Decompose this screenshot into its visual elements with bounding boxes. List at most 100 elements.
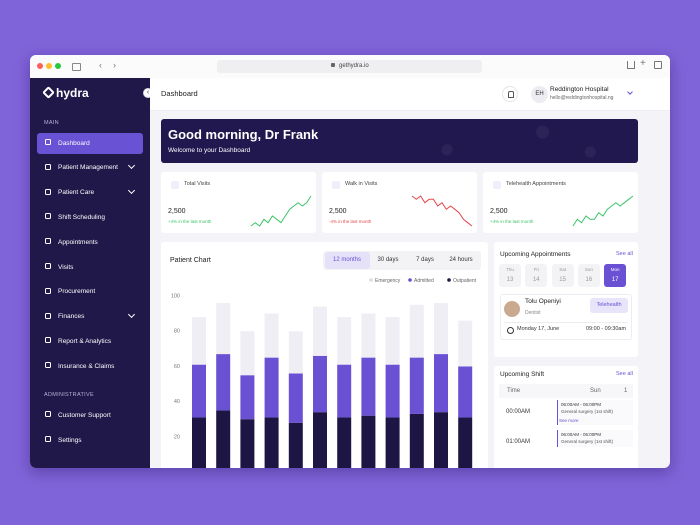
column-header: Time xyxy=(507,388,521,394)
nav-item[interactable]: Settings xyxy=(37,430,143,451)
sparkline xyxy=(411,195,473,227)
nav-label: Visits xyxy=(58,263,74,271)
nav-item[interactable]: Insurance & Claims xyxy=(37,356,143,377)
stat-card xyxy=(322,172,477,233)
new-tab-button[interactable]: + xyxy=(640,58,646,69)
shift-table-header xyxy=(499,384,633,398)
bar-segment xyxy=(385,364,400,418)
nav-item[interactable]: Patient Management xyxy=(37,157,143,178)
notification-button[interactable] xyxy=(502,86,518,102)
shift-block[interactable] xyxy=(557,400,633,425)
browser-window: ‹ › gethydra.io + hydra ‹ MAIN ADMINISTR… xyxy=(30,55,670,468)
divider xyxy=(504,322,628,323)
see-all-link[interactable]: See all xyxy=(616,371,633,377)
y-tick-label: 40 xyxy=(174,399,180,405)
nav-icon xyxy=(45,263,51,269)
stat-change: -4% in the last month xyxy=(329,219,372,224)
hospital-name: Reddington Hospital xyxy=(550,86,609,93)
patient-specialty: Dentist xyxy=(525,310,541,316)
time-range-tab[interactable]: 30 days xyxy=(377,257,399,263)
column-header: Sun xyxy=(590,388,601,394)
bar-segment xyxy=(458,320,473,367)
stat-title: Telehealth Appointments xyxy=(506,181,566,187)
welcome-banner xyxy=(161,119,638,163)
nav-icon xyxy=(45,312,51,319)
nav-icon xyxy=(45,287,51,294)
time-range-tab[interactable]: 24 hours xyxy=(449,257,473,263)
nav-item[interactable]: Shift Scheduling xyxy=(37,207,143,228)
nav-icon xyxy=(45,238,51,245)
maximize-button[interactable] xyxy=(55,63,61,69)
nav-label: Shift Scheduling xyxy=(58,213,105,221)
stat-change: +4% in the last month xyxy=(490,219,534,224)
day-chip[interactable]: Mon 17 xyxy=(604,264,627,287)
bar-segment xyxy=(288,422,303,468)
day-chip[interactable]: Sat 15 xyxy=(551,264,574,287)
active-tab xyxy=(325,252,370,269)
shift-desc: General surgery (1st shift) xyxy=(561,439,614,444)
see-more-link[interactable]: See more xyxy=(559,418,579,423)
time-range-tab[interactable]: 12 months xyxy=(332,257,362,263)
day-name: Thu xyxy=(506,267,514,272)
patient-avatar xyxy=(504,301,520,317)
tabs-button[interactable] xyxy=(654,61,662,69)
nav-icon xyxy=(45,139,51,145)
shift-slot: 06:00AM - 05:00PM xyxy=(561,432,602,437)
minimize-button[interactable] xyxy=(46,63,52,69)
nav-item[interactable]: Procurement xyxy=(37,281,143,302)
stat-value: 2,500 xyxy=(168,208,186,215)
bar-segment xyxy=(458,417,473,468)
bar-segment xyxy=(313,355,327,413)
appointment-card[interactable] xyxy=(500,294,632,340)
bar-segment xyxy=(288,373,303,423)
bar-segment xyxy=(192,317,206,365)
nav-item[interactable]: Customer Support xyxy=(37,405,143,426)
see-all-link[interactable]: See all xyxy=(616,251,633,257)
nav-item[interactable]: Appointments xyxy=(37,232,143,253)
stat-change: +4% in the last month xyxy=(168,219,212,224)
nav-icon xyxy=(45,362,51,369)
day-chip[interactable]: Fri 14 xyxy=(525,264,548,287)
legend-label: Emergency xyxy=(375,278,401,284)
stat-title: Walk in Visits xyxy=(345,181,378,187)
day-chip[interactable]: Thu 13 xyxy=(499,264,521,287)
bar-segment xyxy=(264,417,279,468)
nav-icon xyxy=(45,188,51,195)
sparkline xyxy=(250,195,312,227)
graphics: 20 40 60 80 100 Emergency Admitted Outpatient xyxy=(171,195,634,468)
nav-label: Insurance & Claims xyxy=(58,362,115,370)
sidebar-toggle[interactable] xyxy=(72,63,81,71)
back-button[interactable]: ‹ xyxy=(99,60,102,70)
page-title: Dashboard xyxy=(161,89,198,98)
nav-item[interactable]: Visits xyxy=(37,257,143,278)
day-chip[interactable]: Sun 16 xyxy=(577,264,600,287)
nav-item[interactable]: Patient Care xyxy=(37,182,143,203)
time-range-tab[interactable]: 7 days xyxy=(416,257,434,263)
nav-item[interactable]: Dashboard xyxy=(37,132,143,154)
patient-name: Tolu Openiyi xyxy=(525,298,561,305)
bar-segment xyxy=(434,354,448,413)
bar-segment xyxy=(192,417,206,468)
shift-block[interactable] xyxy=(557,430,633,447)
clock-icon xyxy=(507,327,514,334)
bar-segment xyxy=(313,412,327,468)
close-button[interactable] xyxy=(37,63,43,69)
stat-card xyxy=(161,172,316,233)
day-name: Mon xyxy=(610,267,620,272)
sparkline xyxy=(572,195,634,227)
stat-value: 2,500 xyxy=(329,208,347,215)
nav-item[interactable]: Report & Analytics xyxy=(37,331,143,352)
url-bar[interactable] xyxy=(217,60,482,73)
bar-segment xyxy=(313,306,327,356)
section-label: ADMINISTRATIVE xyxy=(44,392,94,398)
day-date: 17 xyxy=(611,277,619,283)
nav-label: Customer Support xyxy=(58,411,111,419)
share-button[interactable] xyxy=(627,61,635,69)
bar-segment xyxy=(361,313,376,358)
avatar[interactable]: EH xyxy=(531,86,548,103)
nav-item[interactable]: Finances xyxy=(37,306,143,327)
legend-label: Outpatient xyxy=(453,278,477,284)
forward-button[interactable]: › xyxy=(113,60,116,70)
shift-title: Upcoming Shift xyxy=(500,371,545,378)
bar-segment xyxy=(216,410,231,468)
